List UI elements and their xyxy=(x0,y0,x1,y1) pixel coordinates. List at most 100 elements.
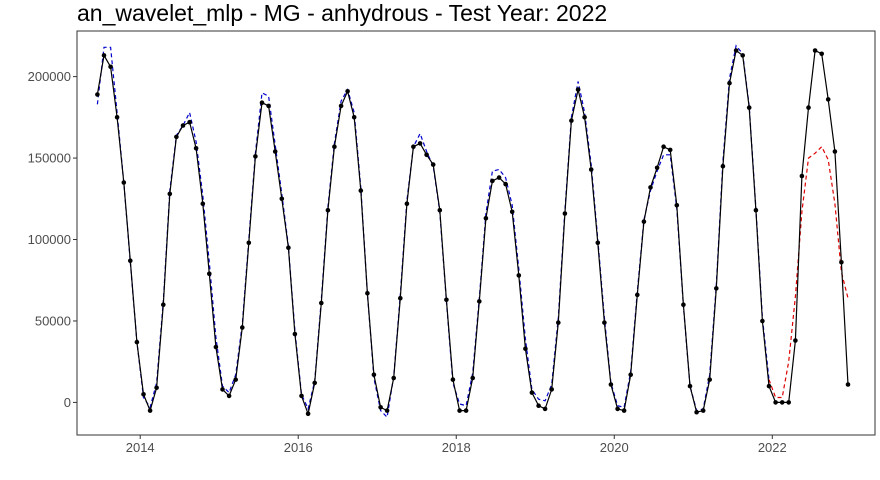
actual-data-point xyxy=(450,377,456,382)
actual-data-point xyxy=(786,400,791,405)
actual-data-point xyxy=(134,339,140,345)
y-tick-label: 150000 xyxy=(28,151,71,166)
actual-data-point xyxy=(549,387,554,392)
actual-data-point xyxy=(667,147,673,153)
actual-data-point xyxy=(516,273,522,278)
actual-data-point xyxy=(457,408,462,413)
actual-data-point xyxy=(720,163,726,169)
actual-data-point xyxy=(266,103,271,109)
actual-data-point xyxy=(345,89,350,94)
y-tick-label: 200000 xyxy=(28,69,71,84)
actual-data-point xyxy=(193,146,199,151)
actual-data-point xyxy=(819,51,824,57)
actual-data-point xyxy=(378,405,383,410)
actual-data-point xyxy=(444,297,449,303)
actual-data-point xyxy=(470,375,476,381)
actual-data-point xyxy=(220,387,225,392)
actual-data-point xyxy=(509,209,515,215)
actual-data-point xyxy=(582,115,587,120)
actual-data-point xyxy=(167,191,173,197)
fitted-series-line xyxy=(96,44,770,419)
actual-data-point xyxy=(108,64,113,70)
actual-data-point xyxy=(391,375,397,381)
actual-data-point xyxy=(279,196,285,202)
actual-data-point xyxy=(641,219,647,224)
actual-data-point xyxy=(161,302,166,308)
series-layer xyxy=(95,44,851,419)
actual-data-point xyxy=(312,380,318,386)
actual-data-point xyxy=(746,105,752,110)
actual-data-point xyxy=(621,408,627,413)
actual-data-point xyxy=(536,403,541,409)
actual-data-point xyxy=(213,344,219,350)
actual-data-point xyxy=(766,383,772,389)
actual-data-point xyxy=(648,185,653,190)
actual-data-point xyxy=(740,53,745,58)
actual-data-point xyxy=(338,103,344,109)
y-tick-label: 100000 xyxy=(28,232,71,247)
actual-data-point xyxy=(174,134,179,140)
actual-data-point xyxy=(496,175,502,180)
actual-data-point xyxy=(483,216,489,221)
actual-data-point xyxy=(700,408,706,413)
x-tick-label: 2016 xyxy=(284,440,313,455)
actual-data-point xyxy=(733,48,739,53)
actual-data-point xyxy=(773,400,778,405)
actual-data-point xyxy=(358,188,364,193)
actual-data-point xyxy=(141,392,146,397)
actual-data-point xyxy=(694,409,699,415)
actual-data-point xyxy=(299,393,304,399)
actual-data-point xyxy=(779,400,785,405)
forecast-series-line xyxy=(768,145,849,399)
actual-data-point xyxy=(226,393,232,399)
actual-data-point xyxy=(351,115,357,120)
actual-data-point xyxy=(588,167,594,172)
actual-data-point xyxy=(608,382,614,387)
actual-data-point xyxy=(687,383,693,389)
actual-data-point xyxy=(806,105,811,110)
actual-data-point xyxy=(463,408,469,413)
actual-data-point xyxy=(477,299,482,304)
actual-data-point xyxy=(825,97,831,102)
actual-data-point xyxy=(319,300,324,306)
x-tick-label: 2014 xyxy=(126,440,155,455)
actual-data-point xyxy=(628,372,633,378)
actual-data-point xyxy=(760,318,765,324)
actual-data-point xyxy=(272,149,278,154)
actual-data-point xyxy=(398,295,403,301)
actual-data-point xyxy=(575,87,581,92)
actual-data-point xyxy=(727,80,732,86)
actual-data-point xyxy=(430,162,436,167)
actual-data-point xyxy=(411,144,416,149)
actual-data-point xyxy=(562,211,568,216)
actual-data-point xyxy=(233,377,238,382)
actual-data-point xyxy=(654,165,660,171)
actual-data-point xyxy=(207,271,212,277)
actual-data-point xyxy=(523,346,528,352)
actual-data-point xyxy=(661,144,666,149)
actual-data-point xyxy=(121,180,127,185)
actual-data-point xyxy=(292,331,298,337)
chart-title: an_wavelet_mlp - MG - anhydrous - Test Y… xyxy=(77,0,608,26)
actual-data-point xyxy=(615,406,620,412)
actual-data-point xyxy=(286,245,291,250)
actual-data-point xyxy=(253,154,258,159)
actual-data-point xyxy=(793,338,798,343)
actual-data-point xyxy=(753,207,759,213)
actual-data-point xyxy=(114,115,120,120)
actual-data-point xyxy=(799,173,805,179)
actual-data-point xyxy=(529,390,535,395)
actual-data-point xyxy=(635,292,640,298)
actual-data-point xyxy=(154,385,159,391)
actual-data-point xyxy=(240,325,245,330)
actual-data-point xyxy=(812,48,818,53)
actual-data-point xyxy=(371,372,377,378)
actual-data-point xyxy=(832,149,838,154)
x-tick-label: 2022 xyxy=(758,440,787,455)
actual-data-point xyxy=(101,53,107,58)
actual-data-point xyxy=(365,291,370,296)
actual-data-point xyxy=(246,240,252,246)
actual-data-point xyxy=(128,258,133,264)
